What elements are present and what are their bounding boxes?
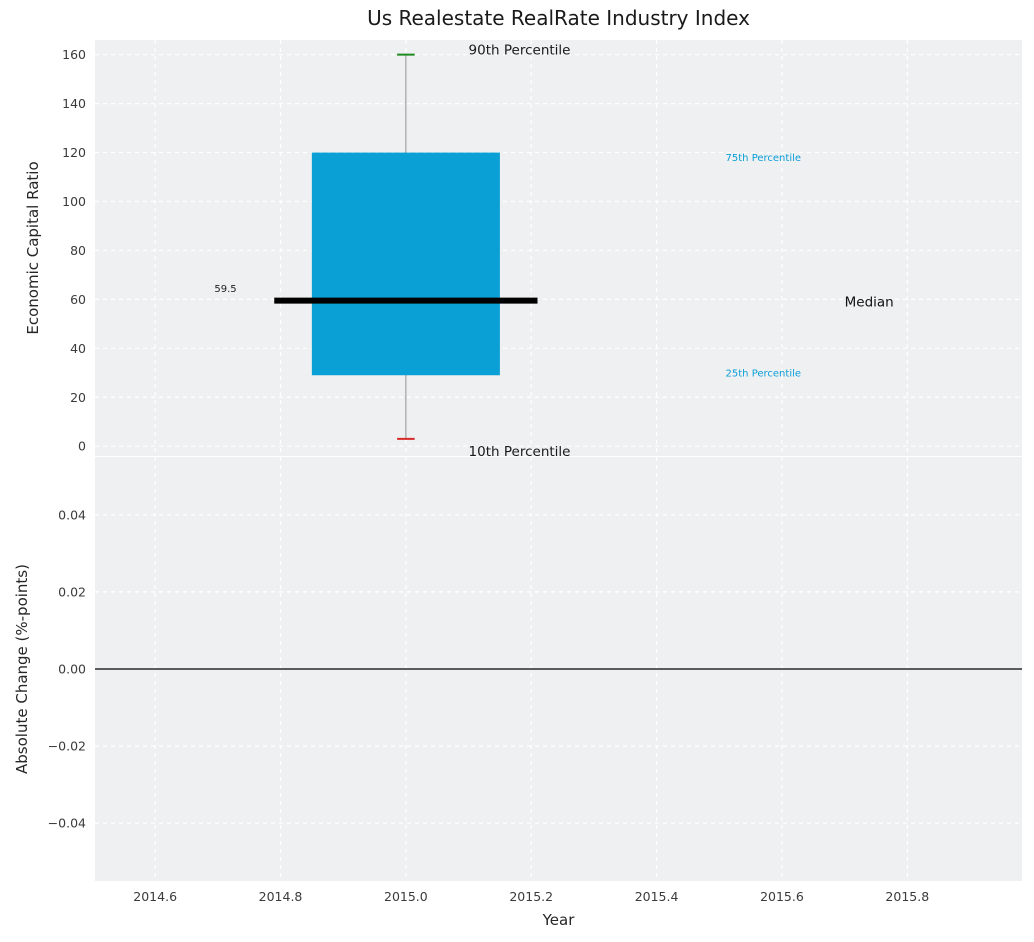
x-axis-label: Year bbox=[542, 911, 575, 929]
x-tick-label: 2014.8 bbox=[259, 889, 303, 904]
annotation-10th-percentile: 10th Percentile bbox=[469, 444, 571, 460]
x-tick-label: 2015.6 bbox=[760, 889, 804, 904]
top-y-tick-label: 20 bbox=[70, 390, 86, 405]
top-y-tick-label: 160 bbox=[62, 47, 86, 62]
top-y-tick-label: 140 bbox=[62, 96, 86, 111]
bottom-y-tick-label: −0.04 bbox=[48, 816, 86, 831]
top-y-tick-label: 60 bbox=[70, 292, 86, 307]
chart-title: Us Realestate RealRate Industry Index bbox=[367, 6, 750, 30]
top-y-tick-label: 40 bbox=[70, 341, 86, 356]
annotation-75th-percentile: 75th Percentile bbox=[726, 153, 802, 164]
bottom-y-tick-label: −0.02 bbox=[48, 739, 86, 754]
top-axes-background bbox=[95, 40, 1022, 456]
annotation-25th-percentile: 25th Percentile bbox=[726, 368, 802, 379]
x-tick-label: 2015.2 bbox=[509, 889, 553, 904]
top-y-tick-label: 80 bbox=[70, 243, 86, 258]
annotation-59-5: 59.5 bbox=[214, 284, 236, 295]
x-tick-label: 2015.0 bbox=[384, 889, 428, 904]
bottom-y-tick-label: 0.00 bbox=[58, 662, 86, 677]
bottom-y-tick-label: 0.04 bbox=[58, 507, 86, 522]
x-tick-label: 2015.8 bbox=[885, 889, 929, 904]
bottom-y-tick-label: 0.02 bbox=[58, 584, 86, 599]
x-tick-label: 2015.4 bbox=[635, 889, 679, 904]
top-y-tick-label: 100 bbox=[62, 194, 86, 209]
annotation-90th-percentile: 90th Percentile bbox=[469, 43, 571, 59]
annotation-median: Median bbox=[845, 295, 894, 311]
x-tick-label: 2014.6 bbox=[133, 889, 177, 904]
top-y-tick-label: 120 bbox=[62, 145, 86, 160]
iqr-box bbox=[311, 152, 500, 376]
top-y-tick-label: 0 bbox=[78, 439, 86, 454]
